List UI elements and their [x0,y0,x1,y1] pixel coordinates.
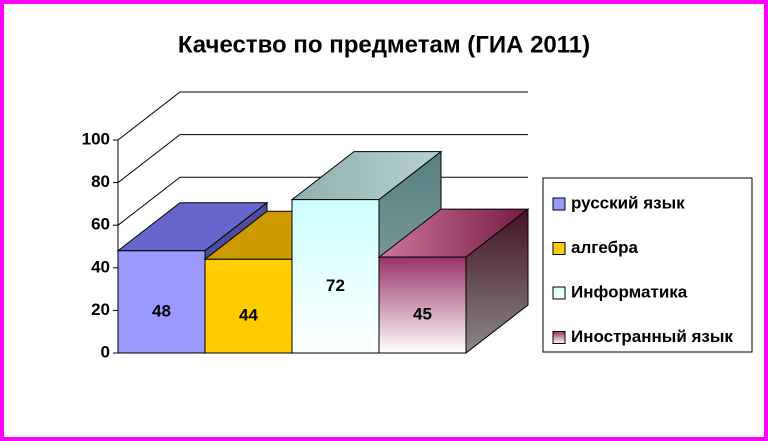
y-tick-label: 0 [101,342,110,361]
bar [117,250,206,354]
chart-title: Качество по предметам (ГИА 2011) [178,31,590,58]
value-label: 48 [152,301,171,320]
legend [542,177,753,353]
legend-label: Информатика [571,282,688,301]
value-label: 45 [413,305,432,324]
bar [378,256,467,354]
value-label: 72 [326,276,345,295]
bar [291,199,380,354]
y-tick-label: 20 [91,300,110,319]
y-tick-label: 80 [91,172,110,191]
y-tick-label: 100 [82,129,110,148]
legend-label: русский язык [571,193,685,212]
legend-swatch [552,331,566,344]
legend-swatch [552,242,566,255]
grid-line [117,134,528,183]
legend-swatch [552,286,566,300]
grid-line [117,91,528,141]
value-label: 44 [239,306,258,325]
legend-label: алгебра [571,238,638,257]
legend-swatch [552,197,566,211]
y-tick-label: 40 [91,257,110,276]
legend-label: Иностранный язык [571,327,733,346]
y-tick-label: 60 [91,215,110,234]
bar [204,258,293,354]
